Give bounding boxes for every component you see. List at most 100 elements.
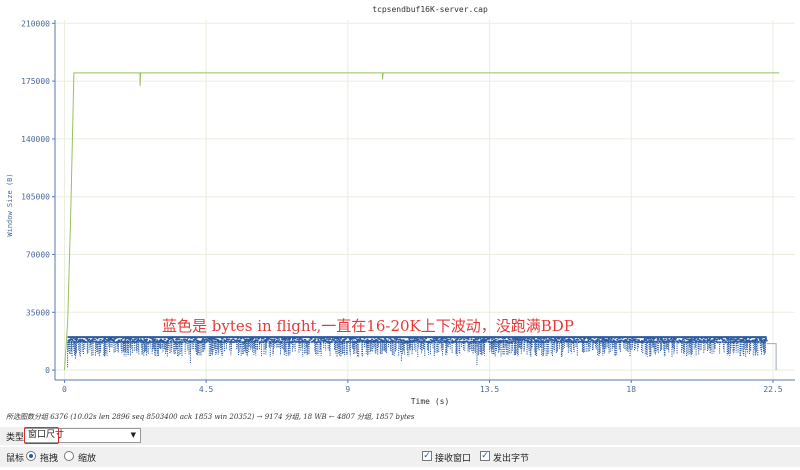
- flight-point: [524, 337, 527, 339]
- chart-svg: 0 35000 70000 105000 140000 175000 210000 0 4.5 9…: [6, 5, 795, 406]
- flight-point: [565, 339, 568, 342]
- flight-point: [558, 338, 560, 340]
- flight-point: [136, 340, 138, 342]
- flight-point: [633, 338, 636, 341]
- flight-point: [117, 340, 120, 343]
- flight-point: [691, 338, 693, 340]
- flight-point: [572, 337, 574, 339]
- flight-point: [319, 337, 321, 340]
- flight-point: [755, 337, 758, 340]
- flight-point: [309, 337, 312, 339]
- flight-point: [744, 341, 747, 343]
- flight-point: [635, 338, 637, 341]
- flight-point: [180, 341, 182, 344]
- flight-point: [118, 339, 121, 342]
- flight-point: [314, 338, 317, 340]
- flight-point: [438, 339, 440, 342]
- flight-point: [521, 338, 524, 341]
- flight-point: [252, 337, 255, 340]
- flight-point: [250, 337, 253, 340]
- flight-point: [545, 337, 548, 339]
- window-size-graph[interactable]: 0 35000 70000 105000 140000 175000 210000 0 4.5 9…: [0, 0, 800, 410]
- flight-point: [381, 339, 384, 342]
- flight-point: [447, 338, 450, 341]
- flight-point: [510, 341, 513, 344]
- flight-point: [716, 338, 719, 341]
- chart-annotation: 蓝色是 bytes in flight,一直在16-20K上下波动，没跑满BDP: [162, 317, 574, 335]
- flight-point: [493, 337, 495, 339]
- flight-point: [375, 338, 378, 341]
- flight-point: [389, 338, 392, 340]
- flight-point: [443, 337, 445, 340]
- flight-point: [574, 339, 576, 342]
- flight-point: [254, 340, 257, 342]
- flight-point: [204, 341, 206, 344]
- flight-point: [318, 341, 321, 343]
- flight-point: [638, 339, 640, 342]
- graph-type-select[interactable]: 窗口尺寸 ▼: [24, 428, 141, 443]
- flight-point: [488, 340, 490, 343]
- flight-point: [276, 340, 278, 342]
- flight-point: [400, 339, 403, 342]
- flight-point: [584, 337, 586, 340]
- flight-point: [705, 341, 708, 344]
- flight-point: [706, 337, 708, 340]
- flight-point: [616, 338, 619, 341]
- flight-point: [363, 337, 366, 340]
- recv-window-checkbox[interactable]: ✓: [422, 451, 432, 461]
- zoom-radio-label: 缩放: [78, 454, 97, 464]
- flight-point: [321, 339, 324, 342]
- bytes-out-checkbox[interactable]: ✓: [480, 451, 490, 461]
- flight-point: [408, 338, 410, 340]
- flight-point: [366, 338, 369, 341]
- flight-point: [351, 338, 353, 340]
- flight-point: [410, 340, 412, 342]
- flight-point: [293, 339, 296, 342]
- drag-radio[interactable]: [26, 451, 36, 461]
- flight-point: [88, 338, 91, 341]
- flight-point: [348, 337, 351, 339]
- flight-point: [439, 338, 441, 341]
- flight-point: [291, 340, 293, 343]
- flight-point: [758, 337, 760, 340]
- flight-point: [396, 341, 399, 344]
- x-tick-label: 18: [626, 385, 636, 394]
- graph-type-value: 窗口尺寸: [28, 430, 65, 440]
- flight-point: [122, 337, 124, 340]
- flight-point: [684, 337, 687, 340]
- flight-point: [108, 338, 111, 341]
- flight-point: [134, 338, 136, 341]
- flight-point: [417, 339, 419, 342]
- flight-point: [268, 338, 271, 340]
- flight-point: [746, 341, 749, 343]
- flight-point: [445, 337, 447, 339]
- flight-point: [682, 338, 685, 340]
- flight-point: [596, 339, 598, 342]
- flight-point: [530, 340, 533, 342]
- flight-point: [643, 339, 645, 342]
- flight-point: [661, 339, 664, 341]
- flight-point: [79, 338, 82, 341]
- flight-point: [358, 338, 360, 341]
- flight-point: [87, 340, 90, 342]
- flight-point: [76, 338, 79, 340]
- flight-point: [476, 338, 479, 341]
- flight-point: [309, 339, 311, 342]
- flight-point: [231, 341, 234, 343]
- flight-point: [564, 340, 567, 342]
- chevron-down-icon: ▼: [130, 431, 136, 439]
- zoom-radio[interactable]: [64, 451, 74, 461]
- flight-point: [619, 337, 621, 339]
- flight-point: [359, 337, 361, 340]
- flight-point: [509, 338, 512, 341]
- graph-type-row: 类型 窗口尺寸 ▼: [0, 427, 800, 445]
- type-label: 类型: [6, 433, 25, 443]
- flight-point: [429, 338, 432, 341]
- flight-point: [460, 337, 463, 340]
- flight-point: [514, 339, 517, 341]
- flight-point: [657, 338, 660, 341]
- flight-point: [623, 340, 626, 342]
- flight-point: [745, 338, 748, 340]
- flight-point: [483, 338, 486, 340]
- flight-point: [691, 339, 694, 341]
